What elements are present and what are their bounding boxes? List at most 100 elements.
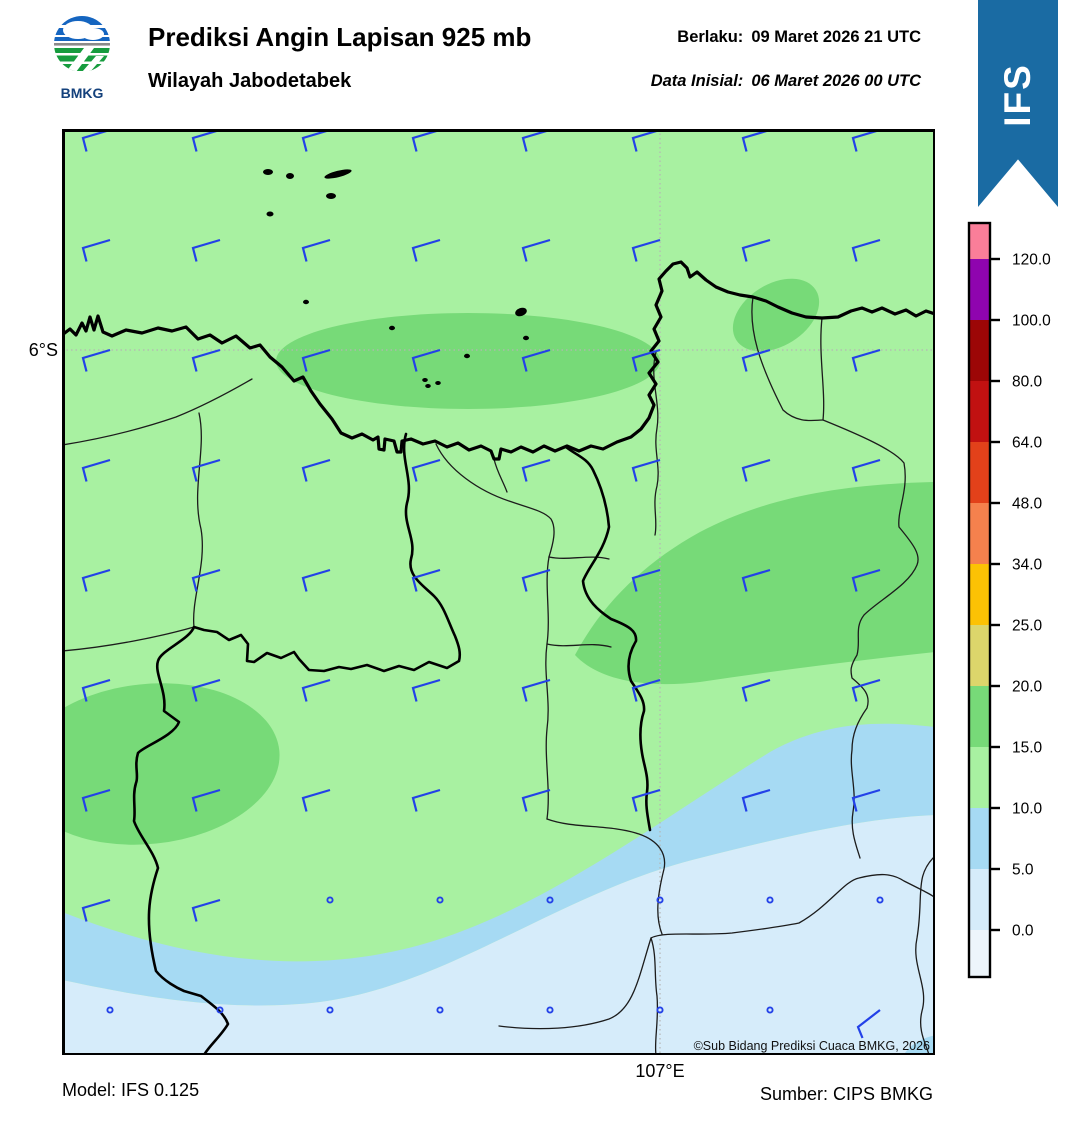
- wind-barb: [301, 678, 331, 702]
- wind-barb: [81, 131, 111, 152]
- wind-barb: [81, 898, 111, 922]
- model-label: Model: IFS 0.125: [62, 1080, 200, 1100]
- bmkg-logo-text: BMKG: [61, 85, 104, 101]
- wind-barb: [631, 458, 661, 482]
- wind-barb: [301, 568, 331, 592]
- calm-circle: [326, 896, 334, 904]
- calm-circle: [216, 1006, 224, 1014]
- wind-barb: [741, 458, 771, 482]
- islands: [263, 169, 529, 388]
- wind-barbs-layer: [81, 131, 884, 1039]
- wind-barb: [851, 568, 881, 592]
- wind-barb: [81, 568, 111, 592]
- colorbar-segment: [969, 869, 990, 930]
- colorbar-tick-label: 64.0: [1012, 435, 1043, 452]
- calm-circle: [876, 896, 884, 904]
- wind-barb: [81, 348, 111, 372]
- colorbar: 120.0 100.0 80.0 64.0 48.0 34.0 25.0 20.0 15.0 10…: [967, 221, 1051, 979]
- colorbar-segment: [969, 686, 990, 747]
- wind-barb: [411, 788, 441, 812]
- init-time: Data Inisial: 06 Maret 2026 00 UTC: [651, 72, 921, 91]
- colorbar-segment: [969, 223, 990, 259]
- source-label: Sumber: CIPS BMKG: [759, 1084, 933, 1104]
- wind-barb: [191, 458, 221, 482]
- colorbar-tick-label: 120.0: [1012, 252, 1051, 269]
- wind-barb: [81, 458, 111, 482]
- wind-barb: [851, 238, 881, 262]
- wind-barb: [741, 238, 771, 262]
- valid-time-label: Berlaku:: [677, 28, 744, 46]
- colorbar-segment: [969, 564, 990, 625]
- speed-region-5-10: [64, 723, 933, 1006]
- wind-barb: [631, 238, 661, 262]
- calm-circle: [766, 896, 774, 904]
- init-time-label: Data Inisial:: [650, 72, 744, 90]
- weather-map: ©Sub Bidang Prediksi Cuaca BMKG, 2026: [62, 129, 935, 1055]
- wind-barb: [521, 348, 551, 372]
- wind-barb: [301, 788, 331, 812]
- wind-barb: [631, 678, 661, 702]
- wind-barb: [631, 788, 661, 812]
- wind-barb: [301, 238, 331, 262]
- valid-time: Berlaku: 09 Maret 2026 21 UTC: [677, 28, 921, 47]
- wind-barb: [521, 568, 551, 592]
- colorbar-tick-label: 80.0: [1012, 374, 1043, 391]
- colorbar-segment: [969, 930, 990, 977]
- wind-barb: [521, 131, 551, 152]
- wind-barb: [631, 568, 661, 592]
- calm-circle: [656, 1006, 664, 1014]
- wind-barb: [521, 788, 551, 812]
- colorbar-segment: [969, 259, 990, 320]
- colorbar-segment: [969, 808, 990, 869]
- wind-barb: [191, 568, 221, 592]
- colorbar-segment: [969, 320, 990, 381]
- wind-barb: [521, 238, 551, 262]
- calm-circle: [436, 1006, 444, 1014]
- colorbar-segment: [969, 747, 990, 808]
- wind-barb: [411, 678, 441, 702]
- wind-barb: [521, 458, 551, 482]
- wind-barb: [191, 898, 221, 922]
- model-ribbon: IFS: [978, 0, 1058, 207]
- colorbar-frame: [967, 221, 992, 979]
- map-frame: [62, 129, 935, 1055]
- wind-barb: [521, 678, 551, 702]
- speed-region-0-5: [64, 815, 933, 1053]
- colorbar-tick-label: 0.0: [1012, 923, 1034, 940]
- colorbar-segment: [969, 625, 990, 686]
- wind-barb: [741, 788, 771, 812]
- wind-barb: [301, 348, 331, 372]
- wind-barb: [741, 568, 771, 592]
- colorbar-segment: [969, 442, 990, 503]
- colorbar-segment: [969, 503, 990, 564]
- wind-barb: [856, 1009, 881, 1039]
- wind-barb: [81, 678, 111, 702]
- colorbar-segment: [969, 381, 990, 442]
- wind-barb: [191, 678, 221, 702]
- model-ribbon-text: IFS: [997, 63, 1038, 127]
- colorbar-tick-label: 100.0: [1012, 313, 1051, 330]
- wind-barb: [191, 238, 221, 262]
- calm-circle: [326, 1006, 334, 1014]
- colorbar-tick-label: 25.0: [1012, 618, 1043, 635]
- wind-barb: [411, 568, 441, 592]
- wind-barb: [191, 348, 221, 372]
- wind-barb: [851, 348, 881, 372]
- valid-time-value: 09 Maret 2026 21 UTC: [751, 28, 921, 46]
- wind-barb: [301, 131, 331, 152]
- copyright-note: ©Sub Bidang Prediksi Cuaca BMKG, 2026: [694, 1039, 930, 1053]
- wind-barb: [851, 458, 881, 482]
- bmkg-logo-emblem: [54, 16, 110, 72]
- wind-barb: [191, 788, 221, 812]
- wind-barb: [411, 348, 441, 372]
- wind-barb: [631, 348, 661, 372]
- calm-circle: [656, 896, 664, 904]
- speed-corner-patch-5-10: [904, 1035, 933, 1053]
- wind-barb: [411, 131, 441, 152]
- colorbar-tick-label: 48.0: [1012, 496, 1043, 513]
- wind-barb: [851, 131, 881, 152]
- wind-barb: [301, 458, 331, 482]
- calm-circle: [106, 1006, 114, 1014]
- coastline: [64, 260, 933, 461]
